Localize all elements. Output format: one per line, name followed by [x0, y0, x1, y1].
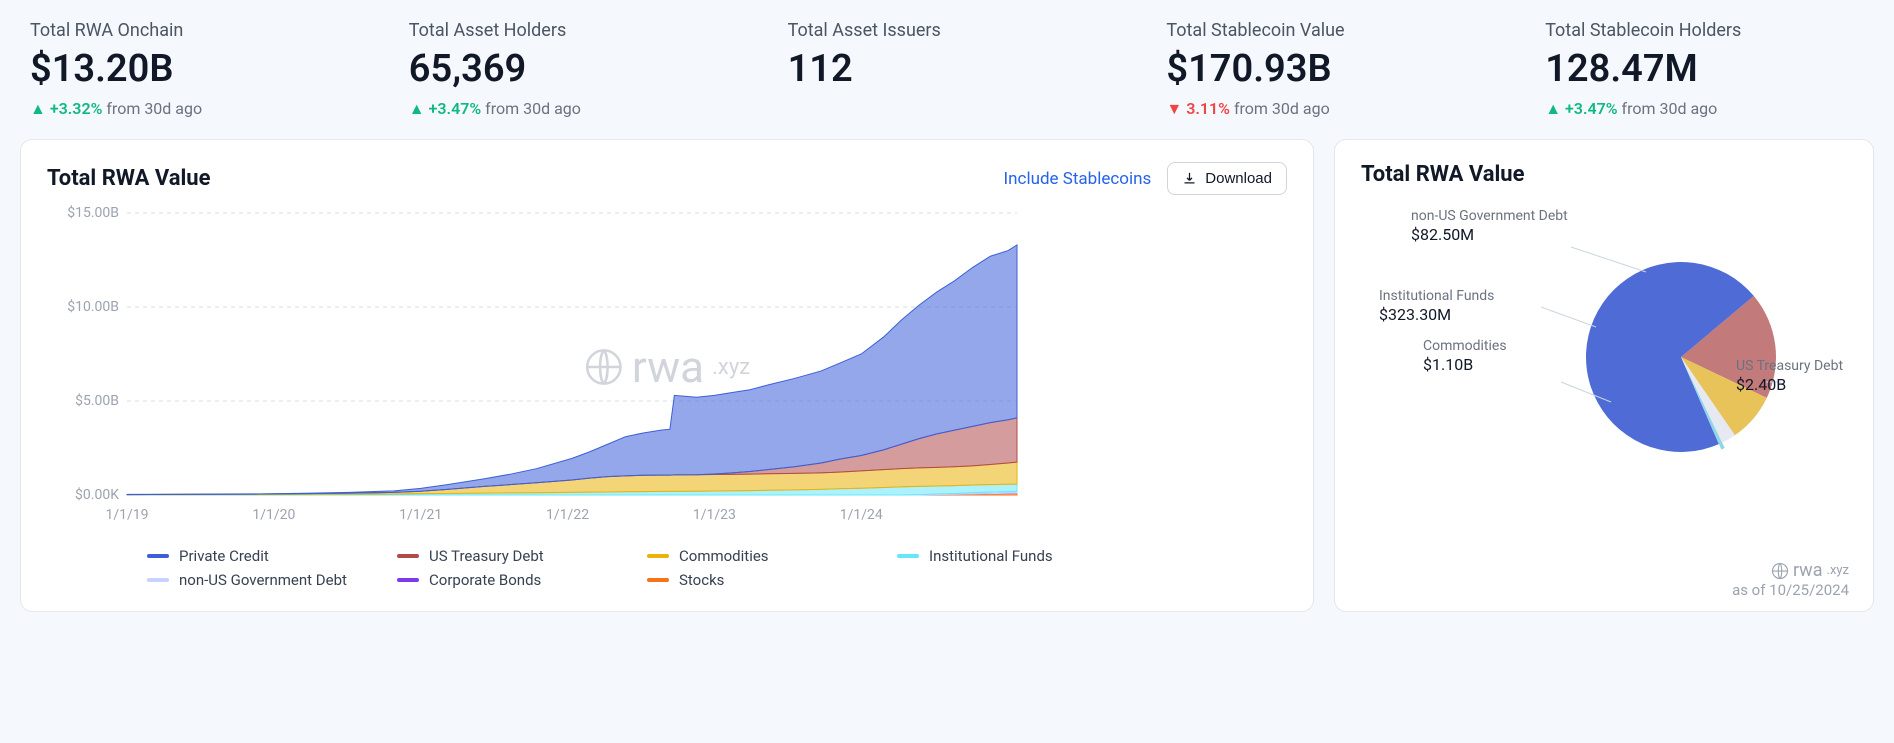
legend-swatch: [397, 578, 419, 582]
metric-rwa-onchain: Total RWA Onchain $13.20B ▲ +3.32% from …: [30, 20, 349, 119]
legend-label: US Treasury Debt: [429, 547, 544, 565]
metric-stablecoin-value: Total Stablecoin Value $170.93B ▼ 3.11% …: [1166, 20, 1485, 119]
panel-title: Total RWA Value: [1361, 162, 1847, 187]
svg-text:$0.00K: $0.00K: [75, 486, 119, 503]
metric-change: ▲ +3.47% from 30d ago: [409, 99, 728, 119]
metric-label: Total RWA Onchain: [30, 20, 349, 41]
legend-label: Institutional Funds: [929, 547, 1053, 565]
svg-text:1/1/22: 1/1/22: [546, 507, 589, 523]
metric-change: ▲ +3.47% from 30d ago: [1545, 99, 1864, 119]
metric-change: [788, 99, 1107, 118]
legend-item[interactable]: Institutional Funds: [897, 547, 1117, 565]
metric-label: Total Asset Holders: [409, 20, 728, 41]
panel-header: Total RWA Value Include Stablecoins Down…: [47, 162, 1287, 195]
legend-label: Stocks: [679, 571, 724, 589]
legend-item[interactable]: Stocks: [647, 571, 867, 589]
legend-item[interactable]: non-US Government Debt: [147, 571, 367, 589]
svg-text:1/1/20: 1/1/20: [252, 507, 295, 523]
metric-asset-issuers: Total Asset Issuers 112: [788, 20, 1107, 119]
metric-value: 128.47M: [1545, 47, 1864, 91]
legend-swatch: [397, 554, 419, 558]
metric-change: ▲ +3.32% from 30d ago: [30, 99, 349, 119]
panels: Total RWA Value Include Stablecoins Down…: [20, 139, 1874, 612]
legend-item[interactable]: Commodities: [647, 547, 867, 565]
legend-swatch: [647, 554, 669, 558]
pie-slice-label: US Treasury Debt$2.40B: [1736, 357, 1843, 396]
legend-label: Commodities: [679, 547, 769, 565]
legend-label: non-US Government Debt: [179, 571, 347, 589]
asof-text: as of 10/25/2024: [1732, 581, 1849, 599]
metrics-row: Total RWA Onchain $13.20B ▲ +3.32% from …: [20, 20, 1874, 119]
svg-text:1/1/24: 1/1/24: [840, 507, 883, 523]
svg-text:$5.00B: $5.00B: [75, 392, 119, 409]
metric-stablecoin-holders: Total Stablecoin Holders 128.47M ▲ +3.47…: [1545, 20, 1864, 119]
pie-slice-label: Commodities$1.10B: [1423, 337, 1507, 376]
pie-chart: US Treasury Debt$2.40B Commodities$1.10B I…: [1361, 187, 1847, 517]
legend-label: Corporate Bonds: [429, 571, 541, 589]
download-icon: [1182, 171, 1197, 186]
svg-text:$10.00B: $10.00B: [67, 298, 119, 315]
legend-swatch: [147, 578, 169, 582]
panel-title: Total RWA Value: [47, 166, 1004, 191]
legend-swatch: [647, 578, 669, 582]
arrow-down-icon: ▼: [1166, 99, 1182, 118]
legend-item[interactable]: Private Credit: [147, 547, 367, 565]
metric-value: 112: [788, 47, 1107, 91]
metric-value: $170.93B: [1166, 47, 1485, 91]
metric-value: 65,369: [409, 47, 728, 91]
legend-item[interactable]: Corporate Bonds: [397, 571, 617, 589]
pie-slice-label: Institutional Funds$323.30M: [1379, 287, 1494, 326]
area-chart: $0.00K $5.00B $10.00B $15.00B 1/1/19 1/1/20 1/…: [47, 205, 1287, 529]
svg-text:1/1/23: 1/1/23: [693, 507, 736, 523]
area-chart-svg: $0.00K $5.00B $10.00B $15.00B 1/1/19 1/1/20 1/…: [47, 205, 1027, 525]
include-stablecoins-toggle[interactable]: Include Stablecoins: [1004, 169, 1152, 189]
area-chart-legend: Private Credit US Treasury Debt Commoditie…: [147, 547, 1287, 589]
metric-value: $13.20B: [30, 47, 349, 91]
metric-label: Total Stablecoin Value: [1166, 20, 1485, 41]
metric-label: Total Asset Issuers: [788, 20, 1107, 41]
arrow-up-icon: ▲: [1545, 99, 1561, 118]
panel-pie-chart: Total RWA Value US Treasury Debt$2.40B Co…: [1334, 139, 1874, 612]
svg-text:$15.00B: $15.00B: [67, 205, 119, 221]
svg-text:1/1/21: 1/1/21: [399, 507, 442, 523]
globe-icon: [1771, 562, 1789, 580]
legend-swatch: [897, 554, 919, 558]
arrow-up-icon: ▲: [409, 99, 425, 118]
arrow-up-icon: ▲: [30, 99, 46, 118]
panel-area-chart: Total RWA Value Include Stablecoins Down…: [20, 139, 1314, 612]
legend-item[interactable]: US Treasury Debt: [397, 547, 617, 565]
metric-label: Total Stablecoin Holders: [1545, 20, 1864, 41]
legend-label: Private Credit: [179, 547, 269, 565]
footer-brand: rwa.xyz as of 10/25/2024: [1732, 560, 1849, 599]
pie-slice-label: non-US Government Debt$82.50M: [1411, 207, 1568, 246]
metric-asset-holders: Total Asset Holders 65,369 ▲ +3.47% from…: [409, 20, 728, 119]
svg-text:1/1/19: 1/1/19: [105, 507, 148, 523]
legend-swatch: [147, 554, 169, 558]
metric-change: ▼ 3.11% from 30d ago: [1166, 99, 1485, 119]
download-button[interactable]: Download: [1167, 162, 1287, 195]
